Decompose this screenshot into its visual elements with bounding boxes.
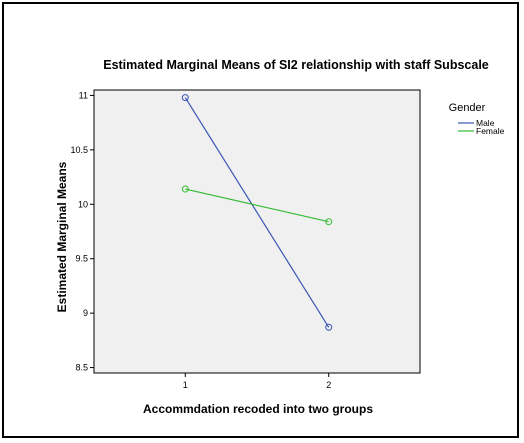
chart-title: Estimated Marginal Means of SI2 relation… bbox=[103, 58, 489, 72]
x-axis-label: Accommdation recoded into two groups bbox=[143, 402, 373, 416]
legend-title: Gender bbox=[449, 102, 486, 114]
plot-area bbox=[93, 89, 421, 374]
y-tick-label: 9.5 bbox=[75, 254, 88, 264]
y-axis: 8.5 9 9.5 10 10.5 11 bbox=[70, 90, 94, 373]
y-tick-label: 10 bbox=[78, 199, 88, 209]
y-axis-label: Estimated Marginal Means bbox=[55, 161, 69, 312]
data-point-female bbox=[325, 218, 333, 226]
series-group bbox=[181, 94, 333, 331]
data-point-female bbox=[181, 185, 189, 193]
data-point-male bbox=[181, 94, 189, 102]
data-point-male bbox=[325, 323, 333, 331]
y-tick-label: 11 bbox=[79, 90, 88, 100]
legend-label-female: Female bbox=[476, 126, 505, 136]
series-line-female bbox=[185, 188, 329, 223]
y-tick-label: 9 bbox=[83, 308, 88, 318]
legend-label-male: Male bbox=[476, 118, 495, 128]
series-line-male bbox=[184, 97, 330, 328]
y-tick-label: 8.5 bbox=[75, 363, 88, 373]
y-tick-label: 10.5 bbox=[70, 145, 88, 155]
x-tick-label: 2 bbox=[326, 380, 331, 390]
x-tick-label: 1 bbox=[183, 380, 188, 390]
